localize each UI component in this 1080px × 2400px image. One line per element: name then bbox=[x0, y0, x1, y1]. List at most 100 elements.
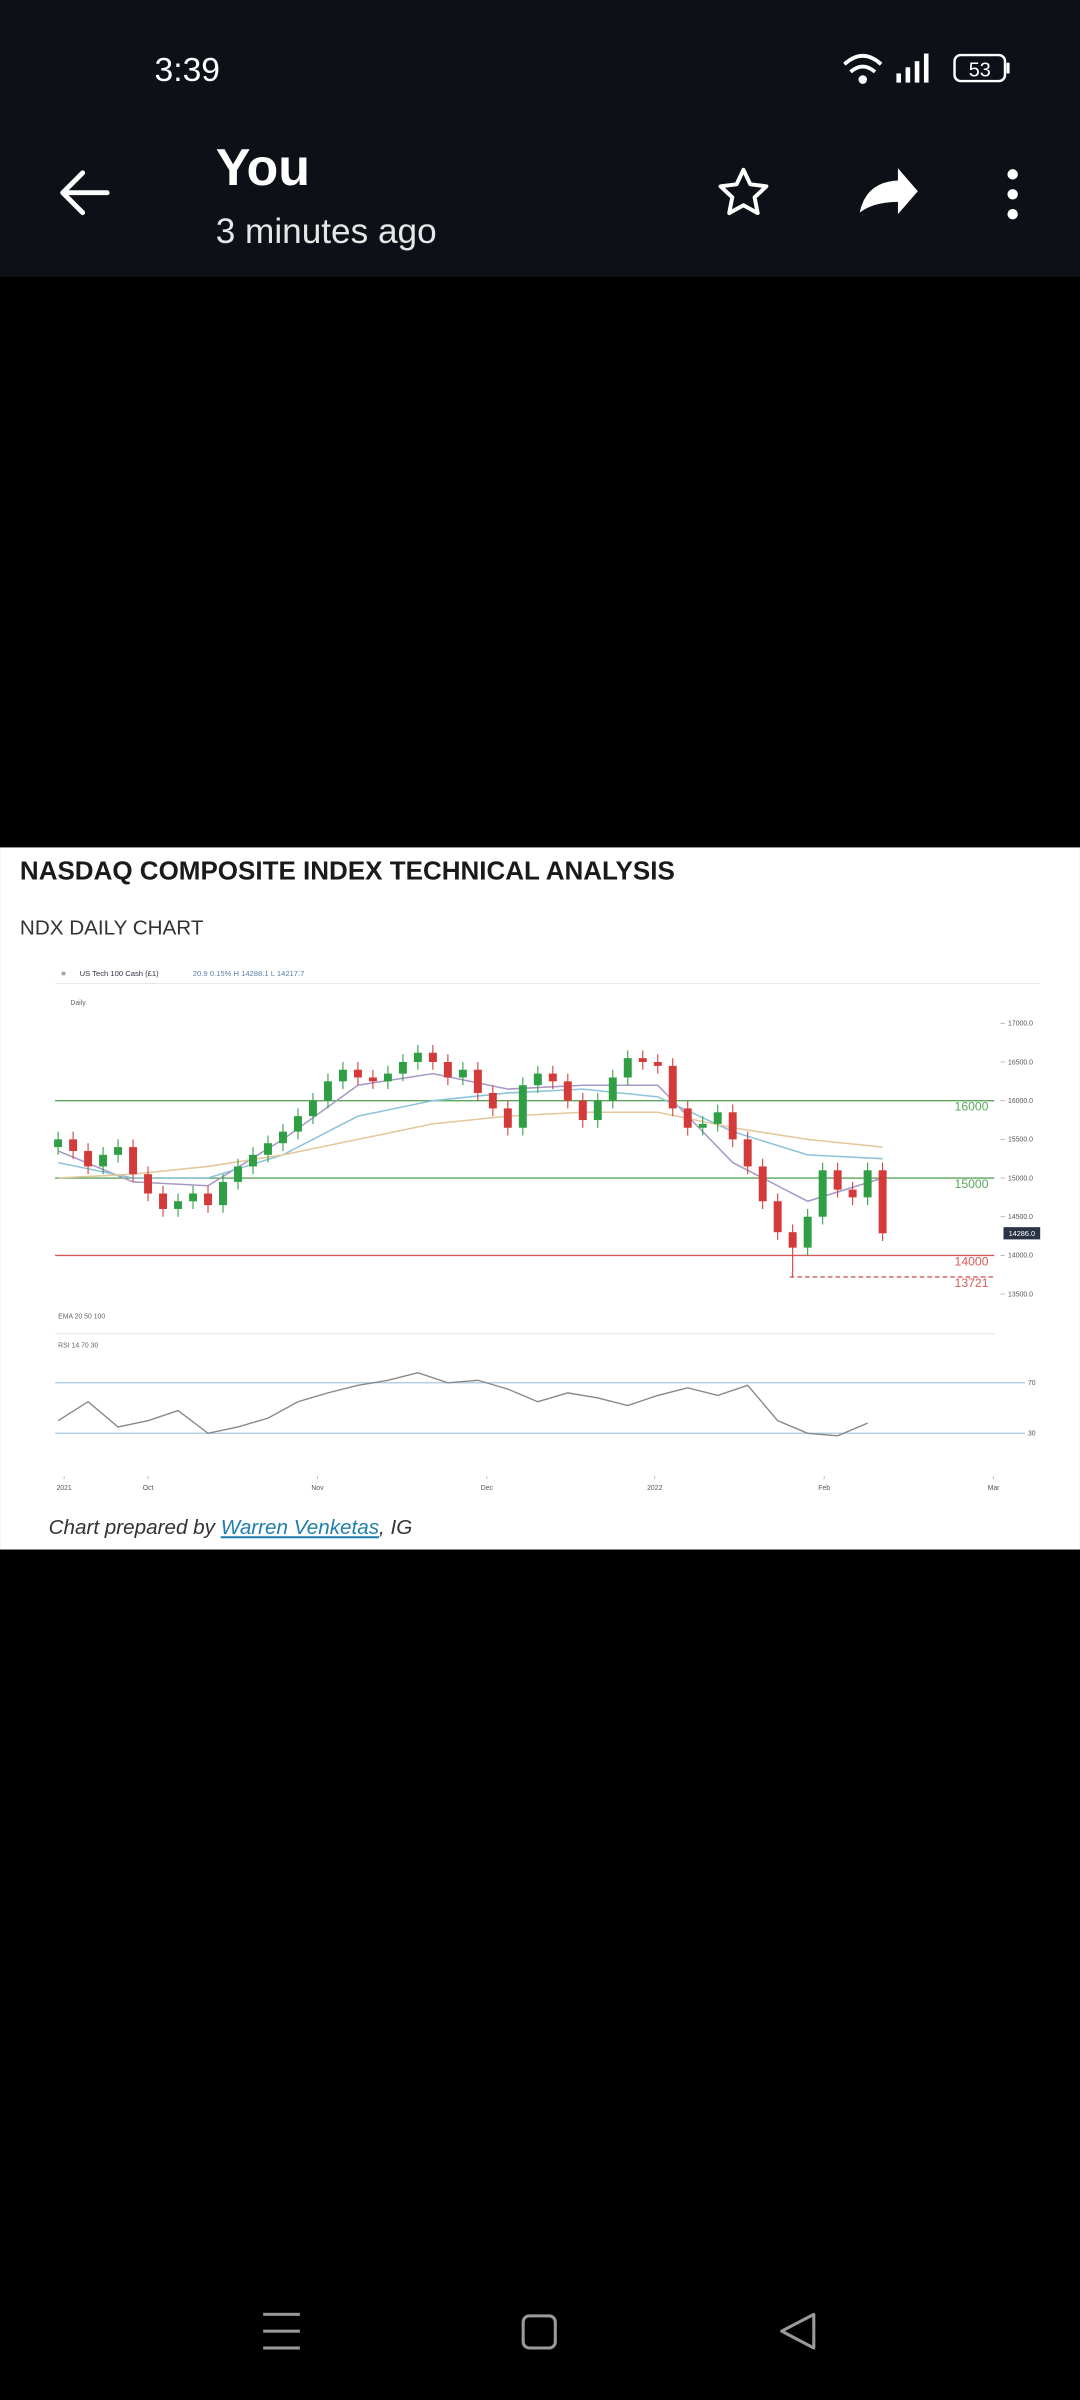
candle-body bbox=[848, 1189, 857, 1198]
rsi-tick-label: 70 bbox=[1028, 1380, 1036, 1387]
nav-bar bbox=[263, 2312, 816, 2350]
candle-body bbox=[533, 1073, 542, 1086]
candle-body bbox=[308, 1100, 317, 1117]
signal-icon bbox=[896, 53, 929, 83]
candle-body bbox=[338, 1069, 347, 1082]
moving-average bbox=[57, 1088, 883, 1179]
level-label: 13721 bbox=[955, 1276, 989, 1290]
candle-body bbox=[353, 1069, 362, 1078]
candle-body bbox=[518, 1085, 527, 1128]
last-price-box bbox=[1003, 1227, 1041, 1240]
level-label: 16000 bbox=[955, 1100, 989, 1114]
candle-body bbox=[264, 1143, 272, 1155]
y-tick-label: 16000.0 bbox=[1008, 1098, 1033, 1105]
x-tick-label: Oct bbox=[143, 1485, 154, 1492]
moving-average bbox=[57, 1072, 883, 1203]
star-button[interactable] bbox=[718, 167, 769, 216]
battery-level: 53 bbox=[969, 59, 991, 81]
sender: You bbox=[216, 139, 310, 197]
candle-body bbox=[84, 1150, 93, 1167]
candle-body bbox=[249, 1154, 257, 1167]
caption-suffix: , IG bbox=[379, 1516, 412, 1539]
candle-body bbox=[818, 1170, 827, 1217]
home-button[interactable] bbox=[521, 2314, 557, 2350]
candle-body bbox=[368, 1077, 377, 1082]
x-tick-label: Dec bbox=[481, 1485, 494, 1492]
top-bar bbox=[0, 0, 1080, 277]
candle-body bbox=[144, 1174, 153, 1194]
rsi-tick-label: 30 bbox=[1028, 1431, 1036, 1438]
candle-body bbox=[563, 1081, 572, 1101]
image-subtitle: NDX DAILY CHART bbox=[20, 917, 204, 940]
chart-image bbox=[0, 847, 1080, 1550]
x-tick-label: Nov bbox=[311, 1485, 324, 1492]
level-label: 15000 bbox=[955, 1177, 989, 1191]
y-tick-label: 16500.0 bbox=[1008, 1059, 1033, 1066]
caption: Chart prepared by Warren Venketas, IG bbox=[20, 1516, 430, 1539]
candle-body bbox=[458, 1069, 467, 1078]
x-tick-label: Mar bbox=[988, 1485, 1001, 1492]
candle-body bbox=[204, 1193, 212, 1206]
candle-body bbox=[189, 1193, 198, 1202]
candle-body bbox=[488, 1092, 497, 1109]
y-tick-label: 17000.0 bbox=[1008, 1021, 1033, 1028]
rsi-line bbox=[57, 1371, 868, 1437]
caption-prefix: Chart prepared by bbox=[49, 1516, 221, 1539]
candle-body bbox=[413, 1052, 422, 1063]
candle-body bbox=[773, 1201, 782, 1233]
candle-body bbox=[219, 1181, 227, 1206]
y-tick-label: 15000.0 bbox=[1008, 1175, 1033, 1182]
candle-body bbox=[803, 1216, 812, 1248]
candle-body bbox=[129, 1147, 138, 1175]
time-ago: 3 minutes ago bbox=[216, 212, 437, 251]
candle-body bbox=[99, 1154, 108, 1167]
x-tick-label: 2021 bbox=[56, 1485, 71, 1492]
instrument: US Tech 100 Cash (£1) bbox=[80, 969, 160, 978]
candle-body bbox=[638, 1058, 647, 1063]
candle-body bbox=[863, 1170, 872, 1198]
image-title: NASDAQ COMPOSITE INDEX TECHNICAL ANALYSI… bbox=[20, 856, 675, 886]
nav-back-button[interactable] bbox=[780, 2312, 816, 2350]
x-tick-label: Feb bbox=[818, 1485, 830, 1492]
candle-body bbox=[54, 1139, 63, 1148]
candle-body bbox=[833, 1170, 842, 1190]
candle-body bbox=[698, 1123, 707, 1128]
last-price-label: 14286.0 bbox=[1009, 1229, 1036, 1238]
candle-body bbox=[473, 1069, 482, 1093]
candle-body bbox=[878, 1170, 887, 1234]
candle-body bbox=[503, 1108, 512, 1128]
candle-body bbox=[653, 1062, 662, 1066]
recents-button[interactable] bbox=[263, 2312, 300, 2350]
x-tick-label: 2022 bbox=[647, 1485, 662, 1492]
rsi-legend: RSI 14 70 30 bbox=[58, 1343, 98, 1350]
candle-body bbox=[578, 1100, 587, 1121]
candle-body bbox=[593, 1100, 602, 1121]
candle-body bbox=[743, 1139, 752, 1167]
moving-average bbox=[58, 1111, 883, 1179]
quote: 20.9 0.15% H 14288.1 L 14217.7 bbox=[193, 969, 305, 978]
candle-body bbox=[548, 1073, 557, 1082]
author-link[interactable]: Warren Venketas bbox=[221, 1516, 379, 1539]
share-button[interactable] bbox=[859, 168, 918, 215]
candle-body bbox=[668, 1065, 677, 1109]
y-tick-label: 14000.0 bbox=[1008, 1253, 1033, 1260]
y-tick-label: 14500.0 bbox=[1008, 1214, 1033, 1221]
candle-body bbox=[323, 1081, 332, 1101]
candle-body bbox=[728, 1112, 737, 1140]
candle-body bbox=[713, 1112, 722, 1124]
back-button[interactable] bbox=[60, 170, 110, 216]
candle-body bbox=[788, 1232, 797, 1248]
ma-legend: EMA 20 50 100 bbox=[58, 1314, 105, 1321]
candle-body bbox=[758, 1166, 767, 1202]
status-time: 3:39 bbox=[155, 52, 220, 89]
candle-body bbox=[443, 1062, 452, 1078]
candle-body bbox=[174, 1201, 183, 1209]
candle-body bbox=[293, 1116, 302, 1132]
candle-body bbox=[428, 1052, 437, 1063]
more-button[interactable] bbox=[1007, 169, 1018, 220]
battery-icon bbox=[953, 53, 1007, 83]
candle-body bbox=[159, 1193, 168, 1209]
timeframe: Daily bbox=[70, 1000, 86, 1007]
